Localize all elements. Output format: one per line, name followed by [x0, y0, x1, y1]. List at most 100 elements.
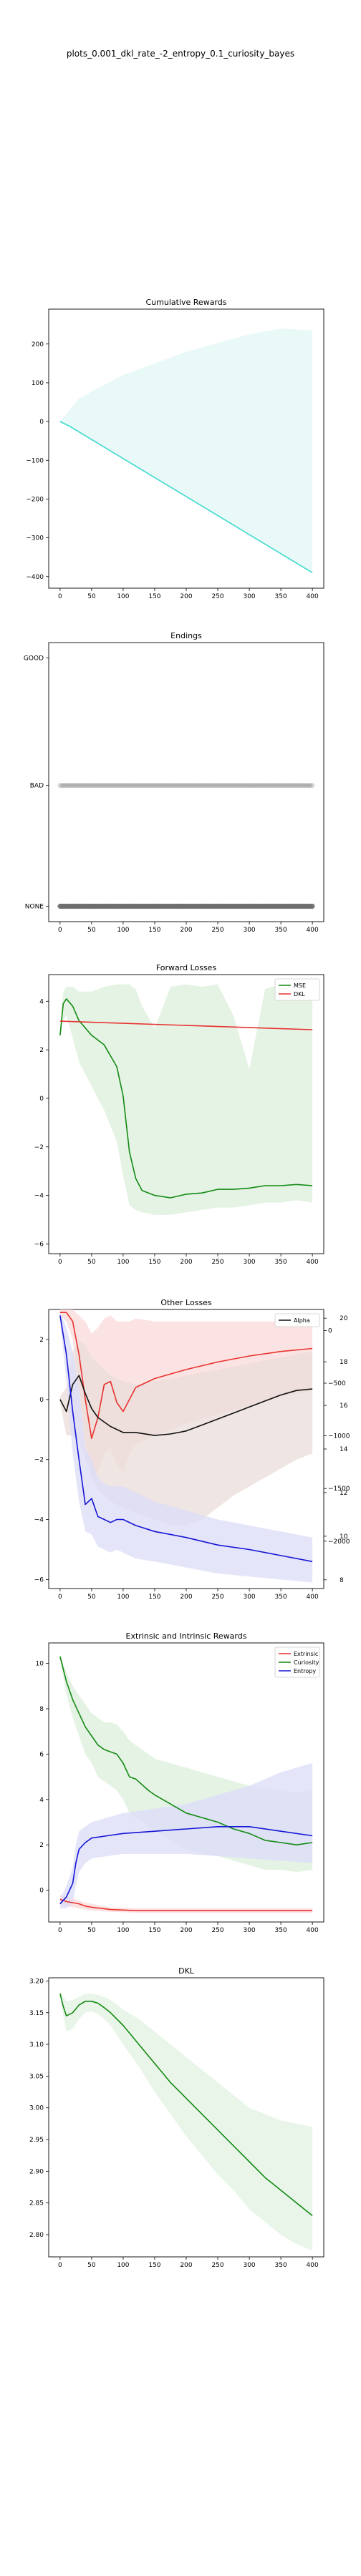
- ending-marker: [310, 783, 315, 788]
- chart-endings: 0 50 100 150 200 250 300 350 400 Endings GOOD BAD NO…: [24, 631, 324, 934]
- legend-label: DKL: [294, 991, 305, 997]
- chart-other: 0 50 100 150 200 250 300 350 40020−2−4−6Other Lo…: [34, 1298, 350, 1601]
- x-tick-label: 150: [148, 1259, 160, 1266]
- x-tick-label: 250: [211, 1927, 223, 1934]
- x-tick-label: 150: [148, 927, 160, 934]
- x-tick-label: 50: [87, 2262, 96, 2269]
- x-tick-label: 350: [275, 1594, 287, 1601]
- y-tick-label: 4: [39, 998, 44, 1005]
- x-tick-label: 50: [87, 1259, 96, 1266]
- plot-area: [60, 1991, 312, 2250]
- y-tick-label: GOOD: [24, 655, 44, 662]
- y-tick-label: 4: [39, 1797, 44, 1804]
- right-tick-label: 0: [328, 1327, 332, 1335]
- x-tick-label: 150: [148, 593, 160, 600]
- x-tick-label: 200: [180, 593, 192, 600]
- legend: Alpha: [275, 1314, 319, 1327]
- x-tick-label: 100: [117, 927, 129, 934]
- x-tick-label: 100: [117, 1927, 129, 1934]
- x-tick-label: 0: [58, 2262, 62, 2269]
- x-tick-label: 300: [243, 593, 255, 600]
- plot-area: [60, 1654, 312, 1913]
- y-tick-label: −6: [34, 1241, 44, 1248]
- chart-title: Extrinsic and Intrinsic Rewards: [126, 1631, 247, 1641]
- x-tick-label: 350: [275, 927, 287, 934]
- x-tick-label: 200: [180, 1927, 192, 1934]
- y-tick-label: BAD: [30, 783, 44, 790]
- y-tick-label: −400: [26, 574, 44, 581]
- series-band: [60, 328, 312, 572]
- chart-title: DKL: [178, 1966, 195, 1976]
- legend-label: Entropy: [294, 1668, 316, 1674]
- y-tick-label: 3.10: [29, 2041, 44, 2049]
- chart-dkl: 0 50 100 150 200 250 300 350 4003.203.153.103.05…: [29, 1966, 324, 2269]
- x-tick-label: 100: [117, 1594, 129, 1601]
- x-tick-label: 0: [58, 1259, 62, 1266]
- x-tick-label: 300: [243, 1927, 255, 1934]
- x-tick-label: 400: [307, 927, 319, 934]
- y-tick-label: −4: [34, 1517, 44, 1524]
- legend-label: Alpha: [294, 1317, 310, 1324]
- x-tick-label: 300: [243, 927, 255, 934]
- x-tick-label: 300: [243, 1594, 255, 1601]
- y-tick-label: 3.05: [29, 2073, 44, 2080]
- x-tick-label: 350: [275, 593, 287, 600]
- x-tick-label: 150: [148, 2262, 160, 2269]
- x-tick-label: 250: [211, 1594, 223, 1601]
- right-tick-label: −500: [328, 1380, 346, 1387]
- y-tick-label: 0: [39, 1397, 44, 1404]
- x-tick-label: 400: [307, 593, 319, 600]
- y-tick-label: 0: [39, 419, 44, 426]
- y-tick-label: 2.90: [29, 2168, 44, 2175]
- x-tick-label: 50: [87, 593, 96, 600]
- legend-label: Extrinsic: [294, 1651, 318, 1657]
- y-tick-label: 10: [36, 1661, 44, 1668]
- right-tick-label: 16: [340, 1402, 348, 1410]
- right-tick-label: 14: [340, 1446, 348, 1453]
- x-tick-label: 0: [58, 1594, 62, 1601]
- plot-area: [60, 328, 312, 572]
- y-tick-label: 2.95: [29, 2137, 44, 2144]
- legend: MSEDKL: [275, 979, 319, 1000]
- x-tick-label: 350: [275, 2262, 287, 2269]
- x-tick-label: 400: [307, 1594, 319, 1601]
- plot-frame: [49, 643, 324, 922]
- x-tick-label: 150: [148, 1927, 160, 1934]
- chart-intrinsic: 0 50 100 150 200 250 300 350 400 10 8 6 4 2 0 Extrinsic…: [36, 1631, 324, 1934]
- x-tick-label: 400: [307, 1927, 319, 1934]
- y-tick-label: 6: [39, 1751, 44, 1758]
- x-tick-label: 0: [58, 927, 62, 934]
- right-tick-label: −1000: [328, 1433, 350, 1440]
- x-tick-label: 50: [87, 1594, 96, 1601]
- y-tick-label: NONE: [25, 904, 44, 911]
- y-tick-label: −100: [26, 457, 44, 464]
- x-tick-label: 200: [180, 1594, 192, 1601]
- x-tick-label: 100: [117, 2262, 129, 2269]
- y-tick-label: 2.80: [29, 2232, 44, 2239]
- y-tick-label: 2.85: [29, 2200, 44, 2207]
- x-tick-label: 200: [180, 1259, 192, 1266]
- x-tick-label: 50: [87, 1927, 96, 1934]
- x-tick-label: 250: [211, 1259, 223, 1266]
- x-tick-label: 200: [180, 927, 192, 934]
- y-tick-label: 100: [32, 380, 44, 387]
- right-tick-label: 8: [340, 1577, 344, 1584]
- y-tick-label: 2: [39, 1337, 44, 1344]
- series-band: [60, 1991, 312, 2250]
- chart-title: Endings: [170, 631, 202, 640]
- y-tick-label: −4: [34, 1193, 44, 1200]
- x-tick-label: 0: [58, 1927, 62, 1934]
- x-tick-label: 250: [211, 2262, 223, 2269]
- y-tick-label: 200: [32, 341, 44, 348]
- y-tick-label: 2: [39, 1842, 44, 1849]
- y-tick-label: −2: [34, 1457, 44, 1464]
- x-tick-label: 100: [117, 593, 129, 600]
- plot-area: [60, 1309, 312, 1583]
- y-tick-label: −300: [26, 535, 44, 542]
- y-tick-label: −6: [34, 1576, 44, 1584]
- right-tick-label: 18: [340, 1359, 348, 1366]
- y-tick-label: 2: [39, 1047, 44, 1054]
- legend: Extrinsic Curiosity Entropy: [275, 1647, 319, 1677]
- chart-title: Other Losses: [160, 1298, 212, 1307]
- y-tick-label: −2: [34, 1144, 44, 1151]
